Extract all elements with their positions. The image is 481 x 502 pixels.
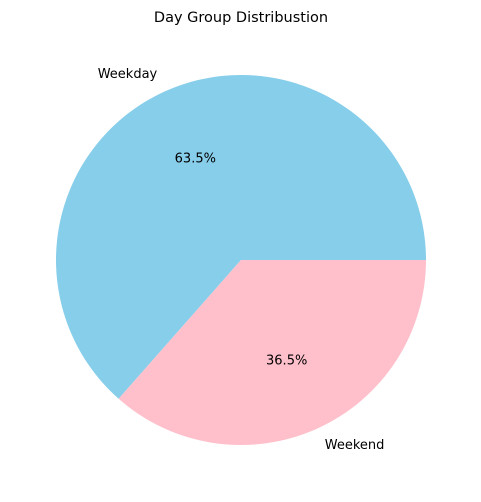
chart-title: Day Group Distribustion xyxy=(154,10,328,26)
percent-label-weekend: 36.5% xyxy=(266,354,307,369)
slice-label-weekend: Weekend xyxy=(325,438,385,453)
pie-slice-weekday xyxy=(55,74,426,399)
slice-label-weekday: Weekday xyxy=(98,67,158,82)
pie-slice-weekend xyxy=(118,260,427,445)
percent-label-weekday: 63.5% xyxy=(175,151,216,166)
pie-slices xyxy=(55,74,427,445)
pie-labels: Weekday 63.5% Weekend 36.5% xyxy=(98,67,385,453)
